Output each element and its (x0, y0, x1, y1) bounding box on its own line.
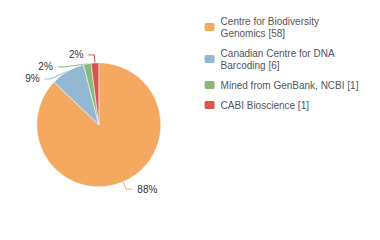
svg-text:2%: 2% (69, 49, 84, 60)
svg-text:Mined from GenBank, NCBI [1]: Mined from GenBank, NCBI [1] (221, 80, 359, 91)
svg-text:2%: 2% (38, 61, 53, 72)
svg-text:88%: 88% (137, 184, 157, 195)
svg-text:Barcoding [6]: Barcoding [6] (221, 60, 280, 71)
svg-text:Centre for Biodiversity: Centre for Biodiversity (221, 16, 319, 27)
svg-text:Genomics [58]: Genomics [58] (221, 28, 286, 39)
svg-text:CABI Bioscience [1]: CABI Bioscience [1] (221, 100, 310, 111)
svg-text:Canadian Centre for DNA: Canadian Centre for DNA (221, 48, 335, 59)
svg-text:9%: 9% (25, 73, 40, 84)
